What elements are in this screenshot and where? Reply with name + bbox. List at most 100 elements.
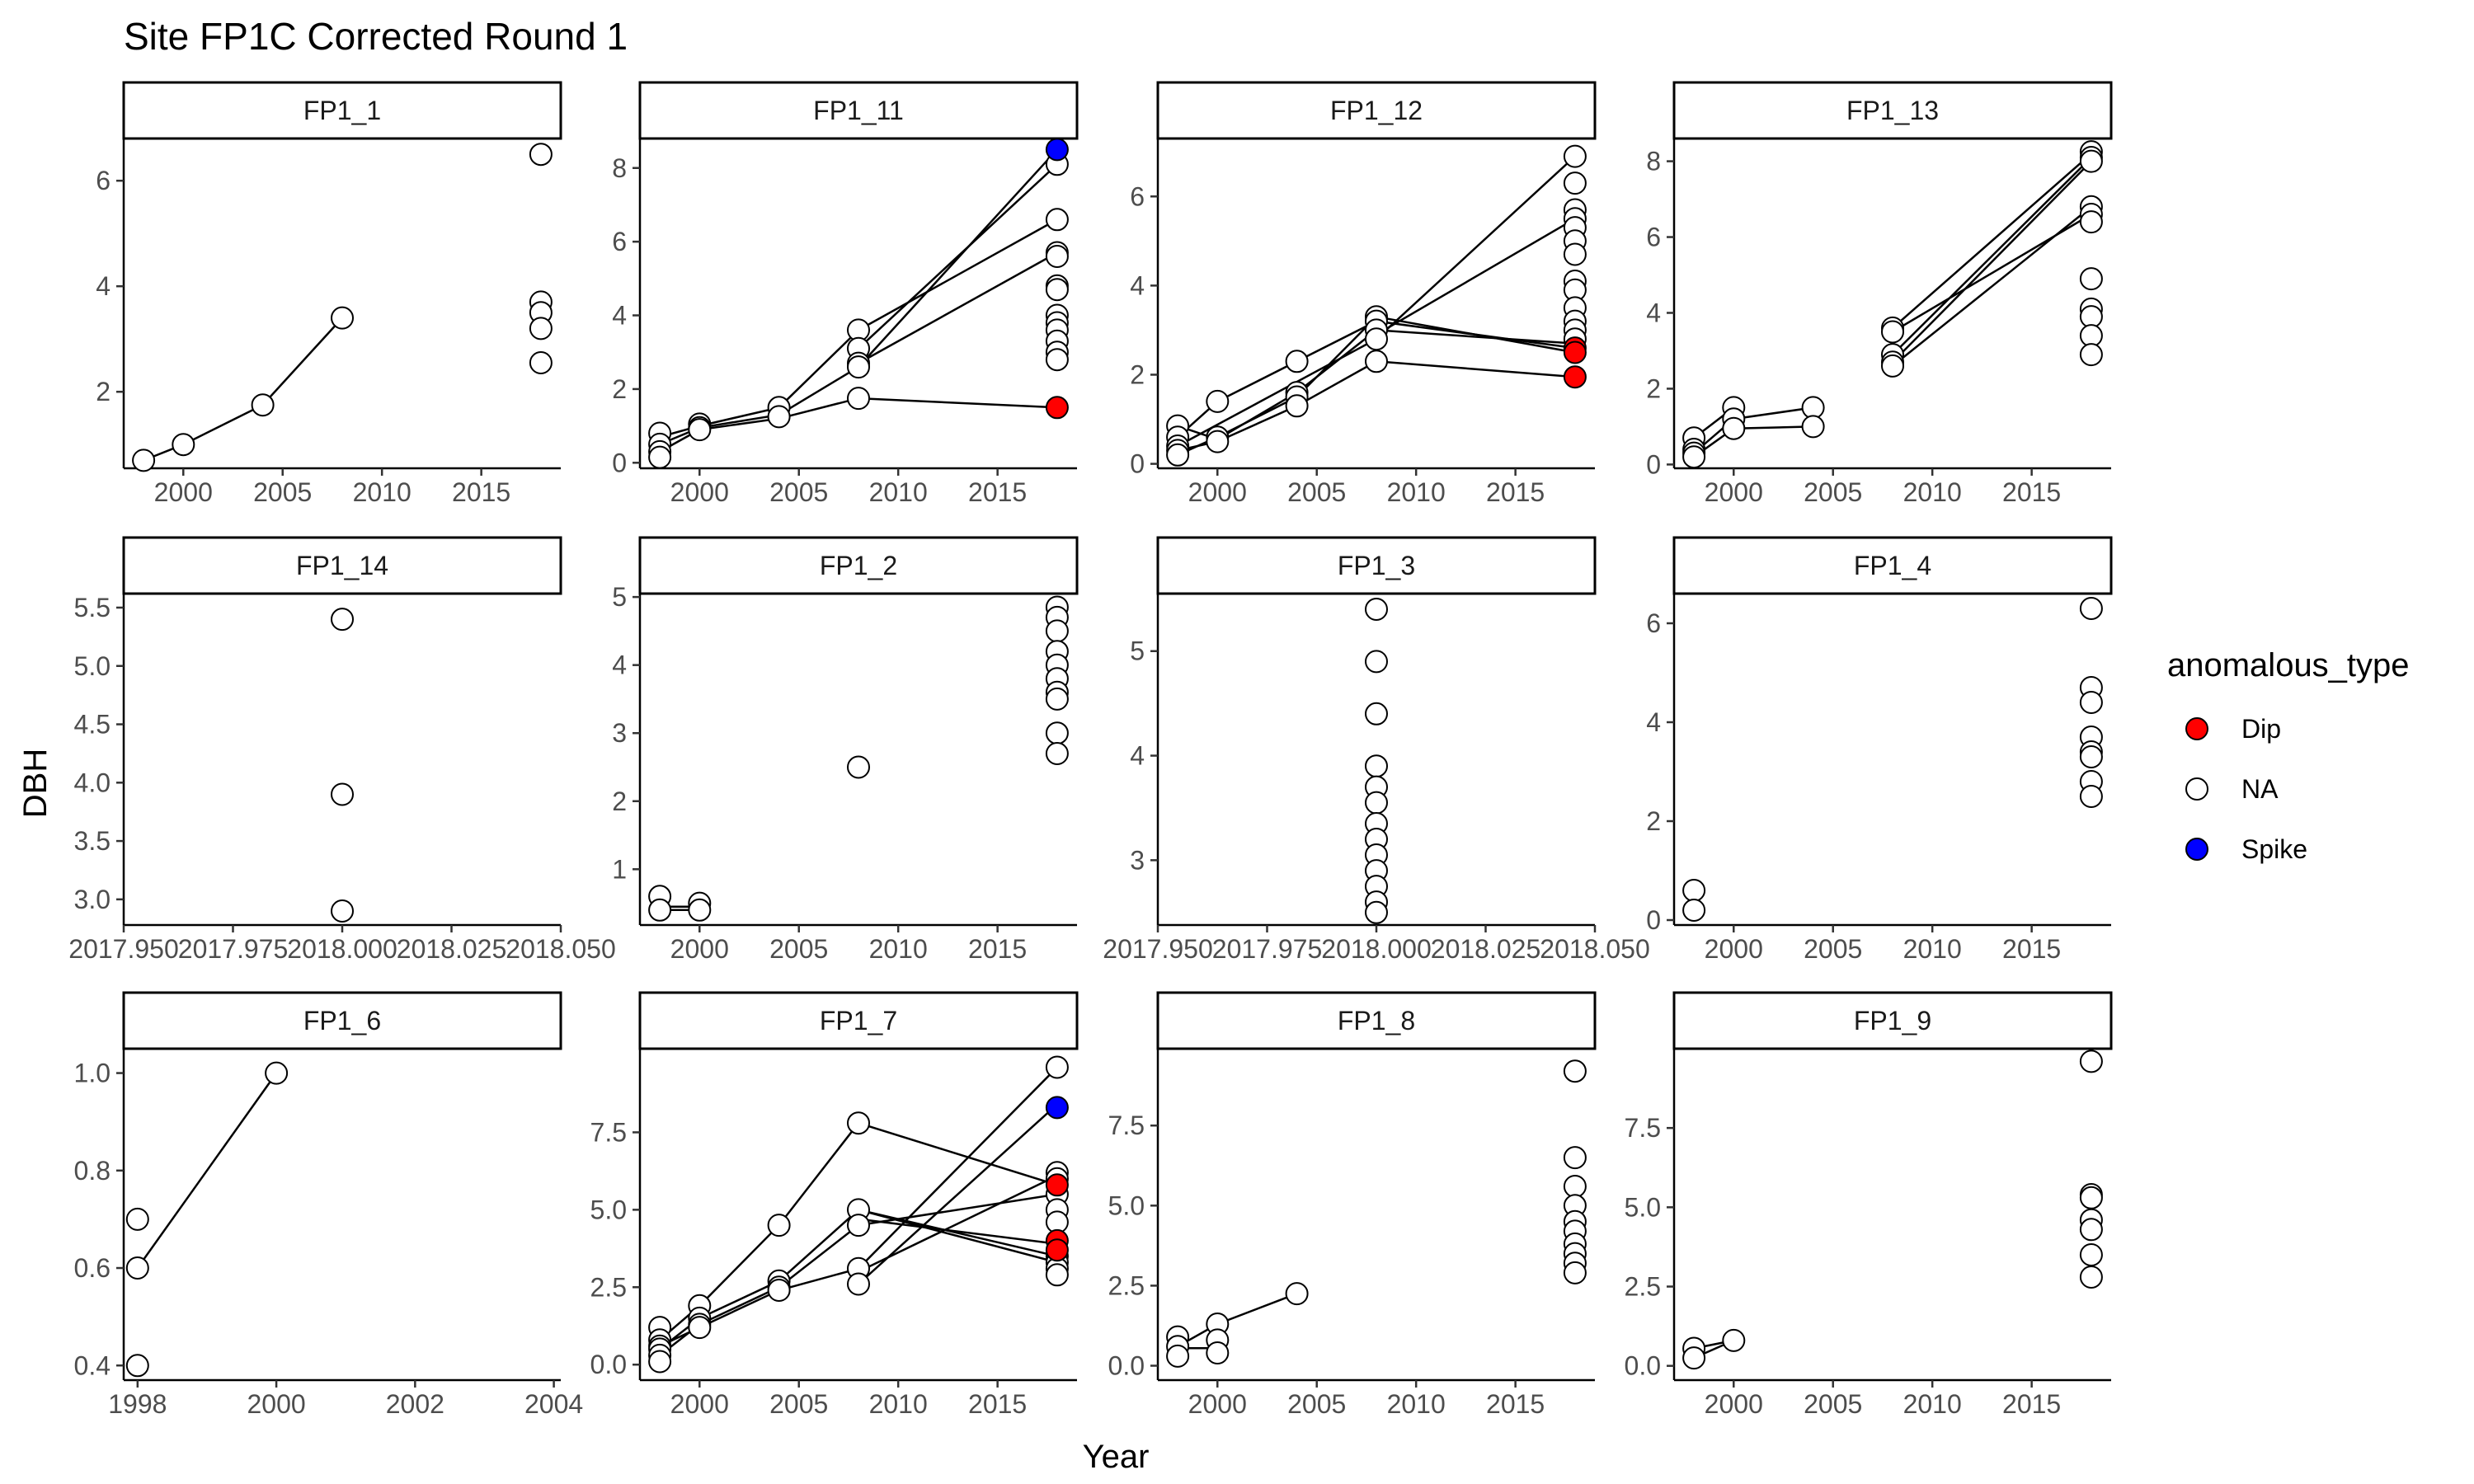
- panel-strip: [638, 536, 1079, 595]
- x-tick-label: 2002: [386, 1389, 444, 1419]
- data-point-na: [1563, 242, 1587, 266]
- x-tick-label: 2015: [968, 934, 1027, 964]
- y-tick-label: 4: [1130, 741, 1145, 771]
- x-tick-label: 2000: [670, 477, 729, 507]
- y-tick-label: 5: [1130, 636, 1145, 666]
- data-point-na: [1206, 430, 1230, 453]
- x-tick-label: 2000: [247, 1389, 305, 1419]
- data-point-na: [172, 433, 195, 457]
- x-tick-label: 2005: [253, 477, 312, 507]
- y-tick-label: 4: [612, 650, 627, 680]
- data-point-na: [847, 755, 870, 779]
- data-point-na: [1045, 1055, 1069, 1079]
- panel-strip: [638, 991, 1079, 1050]
- data-point-na: [1045, 721, 1069, 745]
- data-point-dip: [1563, 365, 1587, 389]
- data-point-na: [1682, 879, 1706, 902]
- panel-strip: [122, 536, 562, 595]
- x-tick-label: 2005: [1804, 1389, 1862, 1419]
- y-tick-label: 2: [1646, 806, 1661, 836]
- legend-key: [2185, 777, 2208, 801]
- y-tick-label: 8: [1646, 147, 1661, 176]
- data-point-na: [1365, 900, 1388, 924]
- y-tick-label: 2: [612, 787, 627, 816]
- data-point-na: [251, 393, 275, 417]
- data-point-na: [1563, 1175, 1587, 1198]
- data-point-na: [767, 1214, 791, 1237]
- y-tick-label: 6: [1646, 223, 1661, 252]
- data-point-na: [688, 1316, 712, 1340]
- panel-strip-label: FP1_3: [1338, 551, 1415, 580]
- chart-title: Site FP1C Corrected Round 1: [124, 15, 628, 58]
- x-tick-label: 2000: [670, 934, 729, 964]
- data-point-na: [1045, 742, 1069, 765]
- panel-strip-label: FP1_9: [1854, 1006, 1931, 1036]
- y-tick-label: 4: [1646, 707, 1661, 737]
- data-point-na: [529, 317, 553, 340]
- data-point-na: [648, 898, 672, 922]
- data-point-na: [125, 1256, 149, 1280]
- x-tick-label: 2015: [2002, 477, 2061, 507]
- data-point-na: [1365, 350, 1388, 373]
- x-tick-label: 2005: [1287, 1389, 1346, 1419]
- data-point-na: [847, 355, 870, 379]
- data-point-na: [1045, 245, 1069, 268]
- y-tick-label: 5.0: [1625, 1192, 1661, 1222]
- y-tick-label: 6: [96, 166, 111, 195]
- data-point-na: [1682, 1346, 1706, 1370]
- data-point-na: [529, 351, 553, 374]
- tree-trajectory-line: [143, 317, 343, 462]
- data-point-na: [1722, 1328, 1746, 1352]
- data-point-na: [1045, 348, 1069, 372]
- panel-FP1_9: FP1_9 2000 2005 2010 2015 0.0 2.5 5.0 7.5: [1625, 991, 2113, 1419]
- y-tick-label: 8: [612, 153, 627, 183]
- panel-FP1_8: FP1_8 2000 2005 2010 2015 0.0 2.5 5.0 7.5: [1108, 991, 1597, 1419]
- data-point-na: [132, 448, 156, 472]
- y-tick-label: 0: [1130, 449, 1145, 479]
- y-tick-label: 5: [612, 582, 627, 612]
- y-tick-label: 3.0: [74, 885, 111, 914]
- data-point-dip: [1045, 1238, 1069, 1262]
- x-tick-label: 2000: [1705, 934, 1763, 964]
- data-point-na: [2079, 785, 2103, 808]
- x-tick-label: 2018.050: [506, 934, 615, 964]
- panel-FP1_6: FP1_6 1998 2000 2002 2004 0.4 0.6 0.8 1.0: [74, 991, 583, 1419]
- tree-trajectory-line: [858, 163, 1058, 350]
- data-point-na: [1045, 208, 1069, 232]
- data-point-na: [1563, 1146, 1587, 1170]
- x-tick-label: 2018.000: [287, 934, 397, 964]
- x-tick-label: 2005: [769, 1389, 828, 1419]
- legend-key: [2185, 717, 2208, 740]
- panel-strip-label: FP1_14: [296, 551, 388, 580]
- data-point-na: [847, 1111, 870, 1135]
- data-point-na: [2079, 745, 2103, 768]
- x-tick-label: 2017.975: [178, 934, 288, 964]
- data-point-na: [847, 1272, 870, 1296]
- y-tick-label: 3.5: [74, 826, 111, 856]
- data-point-na: [648, 1350, 672, 1374]
- data-point-na: [1881, 320, 1904, 344]
- x-tick-label: 2000: [1705, 477, 1763, 507]
- panel-strip: [1672, 81, 2113, 140]
- data-point-na: [265, 1061, 289, 1085]
- data-point-na: [1365, 754, 1388, 778]
- data-point-na: [767, 1279, 791, 1302]
- data-point-na: [1563, 144, 1587, 168]
- y-tick-label: 3: [1130, 845, 1145, 875]
- x-tick-label: 2018.050: [1540, 934, 1649, 964]
- x-tick-label: 2010: [869, 477, 928, 507]
- panel-strip: [122, 991, 562, 1050]
- panel-FP1_13: FP1_13 2000 2005 2010 2015 0 2 4 6 8: [1646, 81, 2113, 507]
- data-point-na: [2079, 1050, 2103, 1073]
- tree-trajectory-line: [1892, 153, 2092, 329]
- y-tick-label: 2: [1646, 373, 1661, 403]
- y-tick-label: 0.0: [590, 1350, 627, 1379]
- legend-item-na: NA: [2185, 774, 2279, 804]
- data-point-na: [2079, 597, 2103, 620]
- x-tick-label: 2010: [1903, 1389, 1962, 1419]
- data-point-na: [1881, 354, 1904, 378]
- tree-trajectory-line: [1892, 157, 2092, 355]
- x-tick-label: 2005: [1287, 477, 1346, 507]
- x-tick-label: 2000: [1705, 1389, 1763, 1419]
